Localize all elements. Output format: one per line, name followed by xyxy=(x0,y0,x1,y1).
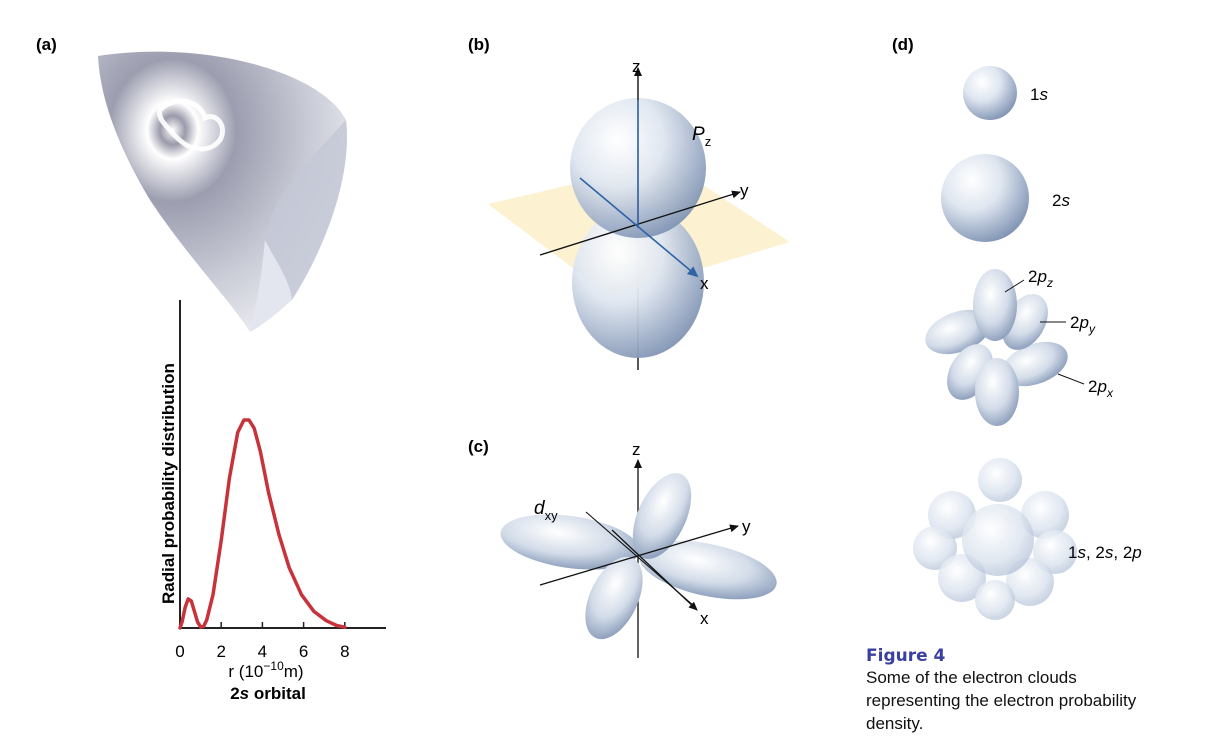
caption-text: Some of the electron clouds representing… xyxy=(866,668,1137,733)
combined-cloud xyxy=(913,458,1077,620)
orbital-label-combined: 1s, 2s, 2p xyxy=(1068,543,1142,562)
panel-label-b: (b) xyxy=(468,35,490,54)
orbital-2s xyxy=(941,154,1029,242)
axis-label-y: y xyxy=(742,517,751,536)
orbital-label-dxy: dxy xyxy=(534,498,558,523)
orbital-label-2px: 2px xyxy=(1088,377,1114,400)
chart-series-line xyxy=(178,418,347,630)
lower-lobe xyxy=(572,206,704,358)
leader-2pz xyxy=(1004,279,1025,293)
chart-y-axis-label: Radial probability distribution xyxy=(159,363,178,604)
x-tick-label: 4 xyxy=(258,642,267,661)
electron-cloud-set: 1s 2s 2pz 2py 2px xyxy=(913,66,1142,620)
orbital-label-2pz: 2pz xyxy=(1028,267,1053,290)
x-tick-label: 2 xyxy=(216,642,225,661)
axis-label-x: x xyxy=(700,609,709,628)
cutaway-orbital-illustration xyxy=(98,51,347,332)
y-axis-line xyxy=(539,190,741,256)
x-axis-line xyxy=(579,177,699,278)
chart-title: 2s orbital xyxy=(230,684,306,703)
x-tick-label: 6 xyxy=(299,642,308,661)
orbital-2p-set xyxy=(925,269,1068,426)
x-tick-label: 8 xyxy=(340,642,349,661)
axis-label-y: y xyxy=(740,181,749,200)
radial-probability-chart: 0 2 4 6 8 Radial probability distribution r … xyxy=(159,300,386,703)
dxy-orbital-diagram: z y x dxy xyxy=(500,440,777,658)
lobe-bottom xyxy=(585,556,643,640)
leader-2px xyxy=(1057,373,1085,385)
axis-label-x: x xyxy=(700,274,709,293)
orbital-label-1s: 1s xyxy=(1030,85,1048,104)
lobe-top xyxy=(632,473,692,559)
panel-label-d: (d) xyxy=(892,35,914,54)
axis-label-z: z xyxy=(632,57,641,76)
orbital-1s xyxy=(963,66,1017,120)
x-axis-line xyxy=(611,529,698,611)
lobe-right xyxy=(639,540,777,600)
figure-caption: Figure 4 Some of the electron clouds rep… xyxy=(866,646,1206,735)
orbital-label-2s: 2s xyxy=(1052,191,1070,210)
figure-label: Figure 4 xyxy=(866,646,946,666)
x-tick-label: 0 xyxy=(175,642,184,661)
chart-x-axis-label: r (10−10m) xyxy=(228,659,303,681)
axis-label-z: z xyxy=(632,440,641,459)
panel-label-c: (c) xyxy=(468,437,489,456)
orbital-label-pz: Pz xyxy=(692,124,711,149)
panel-label-a: (a) xyxy=(36,35,57,54)
pz-orbital-diagram: z y x Pz xyxy=(488,57,790,370)
orbital-label-2py: 2py xyxy=(1070,313,1096,336)
